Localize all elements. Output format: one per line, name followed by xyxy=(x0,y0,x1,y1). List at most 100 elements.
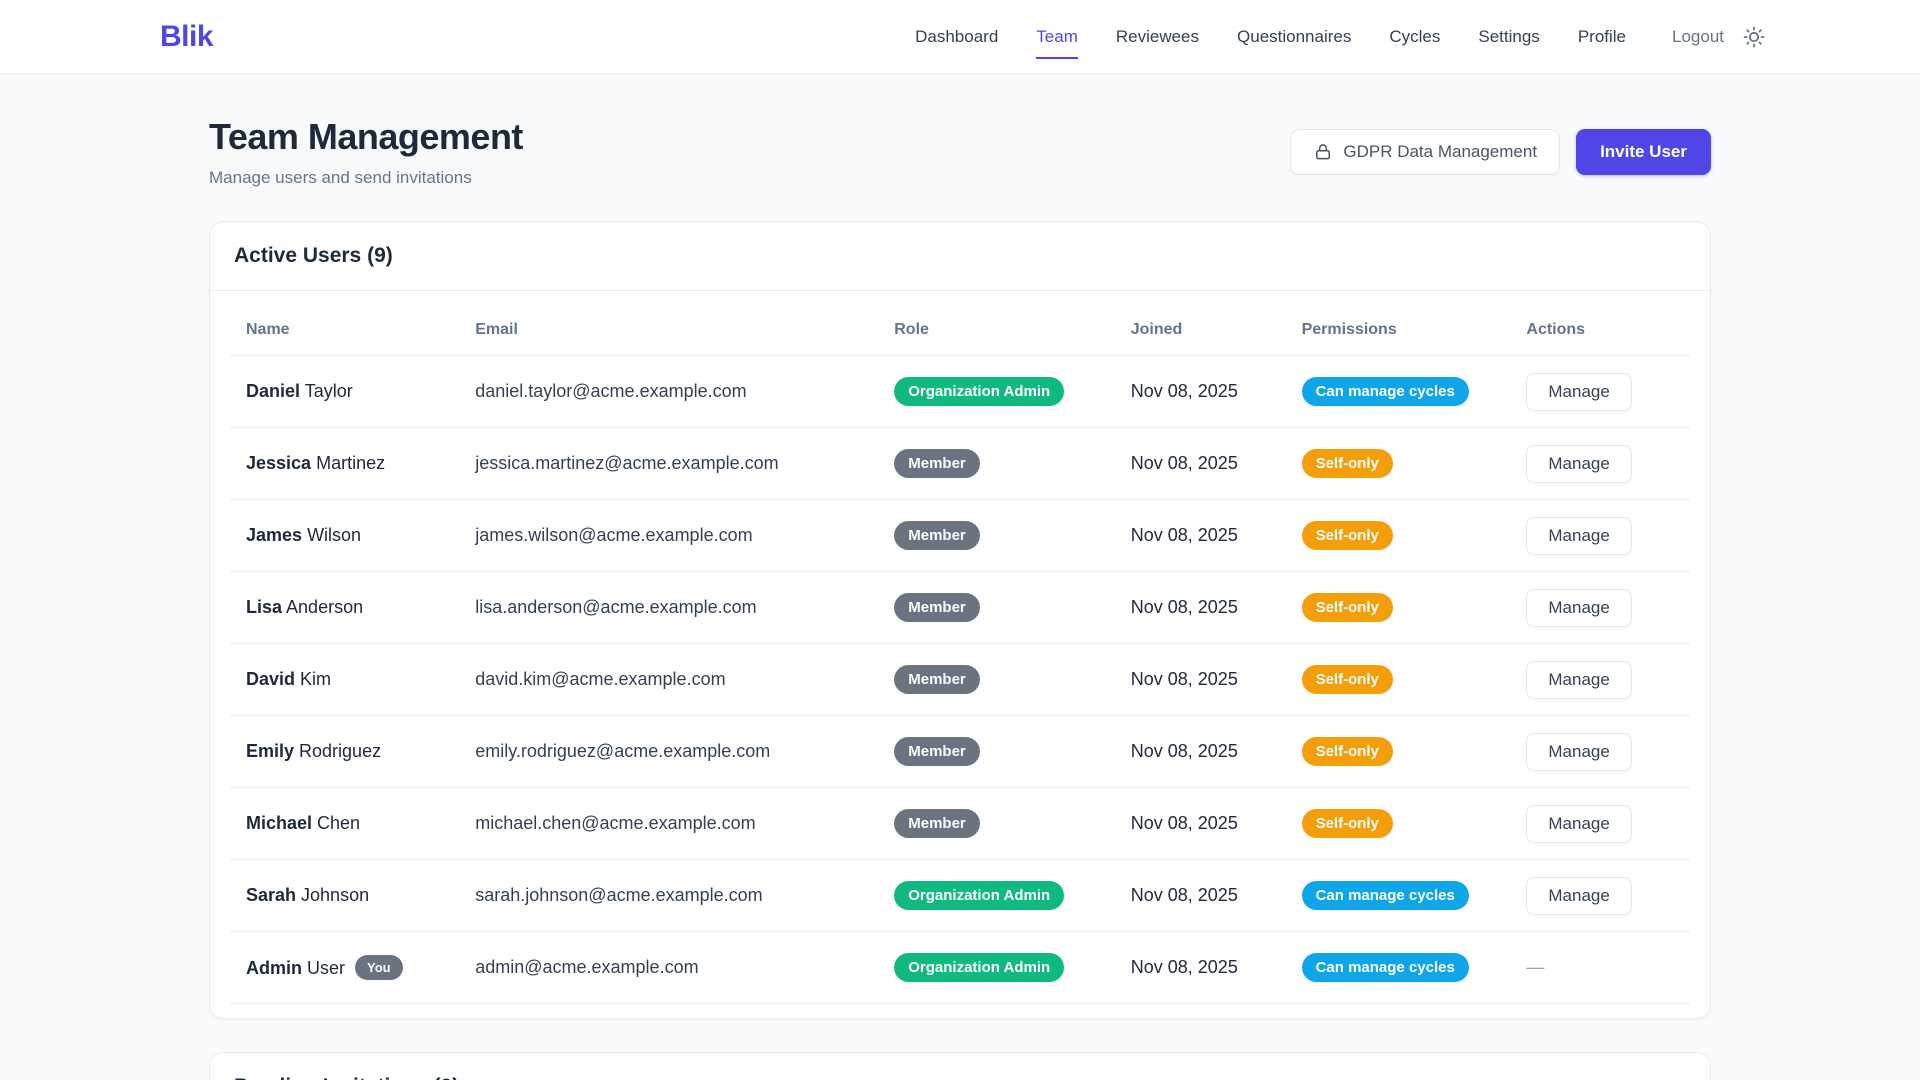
active-users-table: Name Email Role Joined Permissions Actions Da… xyxy=(230,291,1690,1004)
main-content: Team Management Manage users and send in… xyxy=(209,74,1711,1080)
nav-item-reviewees[interactable]: Reviewees xyxy=(1115,26,1200,46)
user-email: daniel.taylor@acme.example.com xyxy=(475,381,747,401)
brand-logo[interactable]: Blik xyxy=(160,19,214,53)
user-joined-cell: Nov 08, 2025 xyxy=(1114,931,1286,1004)
lock-icon xyxy=(1313,142,1333,162)
user-name-cell: James Wilson xyxy=(230,499,460,572)
role-badge-organization-admin: Organization Admin xyxy=(894,377,1065,406)
role-badge-member: Member xyxy=(894,737,980,766)
user-permissions-cell: Self-only xyxy=(1285,715,1511,788)
user-email-cell: daniel.taylor@acme.example.com xyxy=(459,355,879,428)
user-email-cell: lisa.anderson@acme.example.com xyxy=(459,571,879,644)
role-badge-member: Member xyxy=(894,449,980,478)
user-role-cell: Organization Admin xyxy=(878,355,1115,428)
user-joined-cell: Nov 08, 2025 xyxy=(1114,715,1286,788)
user-name-cell: Admin User You xyxy=(230,931,460,1004)
user-name-cell: Lisa Anderson xyxy=(230,571,460,644)
user-role-cell: Member xyxy=(878,715,1115,788)
joined-date: Nov 08, 2025 xyxy=(1130,885,1238,905)
user-actions-cell: Manage xyxy=(1510,427,1690,500)
user-permissions-cell: Can manage cycles xyxy=(1285,859,1511,932)
user-permissions-cell: Self-only xyxy=(1285,787,1511,860)
joined-date: Nov 08, 2025 xyxy=(1130,741,1238,761)
user-row-jessica-martinez: Jessica Martinez jessica.martinez@acme.ex… xyxy=(230,427,1690,500)
user-first-name: Emily xyxy=(246,741,295,761)
user-role-cell: Organization Admin xyxy=(878,931,1115,1004)
active-users-table-wrap: Name Email Role Joined Permissions Actions Da… xyxy=(210,291,1710,1018)
user-row-admin-user: Admin User You admin@acme.example.com Organ… xyxy=(230,931,1690,1004)
user-last-name: User xyxy=(302,958,346,978)
manage-button[interactable]: Manage xyxy=(1526,804,1632,843)
user-joined-cell: Nov 08, 2025 xyxy=(1114,787,1286,860)
manage-button[interactable]: Manage xyxy=(1526,372,1632,411)
joined-date: Nov 08, 2025 xyxy=(1130,669,1238,689)
user-name-cell: Emily Rodriguez xyxy=(230,715,460,788)
user-name-cell: Jessica Martinez xyxy=(230,427,460,500)
user-row-lisa-anderson: Lisa Anderson lisa.anderson@acme.example.… xyxy=(230,571,1690,644)
permission-badge-self-only: Self-only xyxy=(1301,809,1393,838)
user-row-james-wilson: James Wilson james.wilson@acme.example.co… xyxy=(230,499,1690,572)
table-header-row: Name Email Role Joined Permissions Actions xyxy=(230,291,1690,356)
user-actions-cell: Manage xyxy=(1510,715,1690,788)
user-email-cell: michael.chen@acme.example.com xyxy=(459,787,879,860)
invite-user-button[interactable]: Invite User xyxy=(1576,129,1711,175)
nav-item-profile[interactable]: Profile xyxy=(1577,26,1626,46)
user-email: jessica.martinez@acme.example.com xyxy=(475,453,779,473)
column-header-name: Name xyxy=(230,291,460,356)
user-email: sarah.johnson@acme.example.com xyxy=(475,885,763,905)
user-actions-cell: Manage xyxy=(1510,787,1690,860)
permission-badge-self-only: Self-only xyxy=(1301,665,1393,694)
role-badge-organization-admin: Organization Admin xyxy=(894,881,1065,910)
user-last-name: Wilson xyxy=(302,525,362,545)
user-last-name: Martinez xyxy=(311,453,386,473)
user-email: emily.rodriguez@acme.example.com xyxy=(475,741,771,761)
user-joined-cell: Nov 08, 2025 xyxy=(1114,643,1286,716)
user-name-cell: Michael Chen xyxy=(230,787,460,860)
pending-invitations-title: Pending Invitations (0) xyxy=(234,1075,1686,1080)
user-last-name: Kim xyxy=(295,669,332,689)
page-subtitle: Manage users and send invitations xyxy=(209,168,472,187)
manage-button[interactable]: Manage xyxy=(1526,516,1632,555)
manage-button[interactable]: Manage xyxy=(1526,660,1632,699)
gdpr-data-management-button[interactable]: GDPR Data Management xyxy=(1290,129,1561,175)
user-last-name: Johnson xyxy=(296,885,370,905)
user-first-name: David xyxy=(246,669,296,689)
user-name-cell: Sarah Johnson xyxy=(230,859,460,932)
nav-item-questionnaires[interactable]: Questionnaires xyxy=(1237,26,1352,46)
header-actions: GDPR Data Management Invite User xyxy=(1290,129,1711,175)
user-actions-cell: Manage xyxy=(1510,643,1690,716)
manage-button[interactable]: Manage xyxy=(1526,588,1632,627)
nav-item-cycles[interactable]: Cycles xyxy=(1389,26,1441,46)
nav-item-dashboard[interactable]: Dashboard xyxy=(915,26,999,46)
user-permissions-cell: Self-only xyxy=(1285,643,1511,716)
user-joined-cell: Nov 08, 2025 xyxy=(1114,355,1286,428)
nav-item-team[interactable]: Team xyxy=(1036,21,1078,59)
user-actions-cell: — xyxy=(1510,931,1690,1004)
page-header: Team Management Manage users and send in… xyxy=(209,116,1711,188)
role-badge-member: Member xyxy=(894,665,980,694)
user-last-name: Taylor xyxy=(300,381,353,401)
permission-badge-can-manage-cycles: Can manage cycles xyxy=(1301,881,1469,910)
nav-item-logout[interactable]: Logout xyxy=(1672,26,1724,46)
user-permissions-cell: Self-only xyxy=(1285,571,1511,644)
permission-badge-self-only: Self-only xyxy=(1301,593,1393,622)
page-title: Team Management xyxy=(209,116,523,157)
joined-date: Nov 08, 2025 xyxy=(1130,453,1238,473)
permission-badge-self-only: Self-only xyxy=(1301,737,1393,766)
column-header-email: Email xyxy=(459,291,879,356)
permission-badge-can-manage-cycles: Can manage cycles xyxy=(1301,953,1469,982)
main-nav: Dashboard Team Reviewees Questionnaires Cycl… xyxy=(915,21,1724,59)
user-first-name: Michael xyxy=(246,813,313,833)
user-actions-cell: Manage xyxy=(1510,499,1690,572)
user-name-cell: David Kim xyxy=(230,643,460,716)
user-actions-cell: Manage xyxy=(1510,355,1690,428)
role-badge-member: Member xyxy=(894,521,980,550)
nav-item-settings[interactable]: Settings xyxy=(1478,26,1540,46)
user-row-michael-chen: Michael Chen michael.chen@acme.example.co… xyxy=(230,787,1690,860)
top-navigation-bar: Blik Dashboard Team Reviewees Questionnaire… xyxy=(0,0,1920,74)
user-email-cell: sarah.johnson@acme.example.com xyxy=(459,859,879,932)
theme-toggle-button[interactable] xyxy=(1738,21,1770,53)
manage-button[interactable]: Manage xyxy=(1526,444,1632,483)
manage-button[interactable]: Manage xyxy=(1526,732,1632,771)
manage-button[interactable]: Manage xyxy=(1526,876,1632,915)
